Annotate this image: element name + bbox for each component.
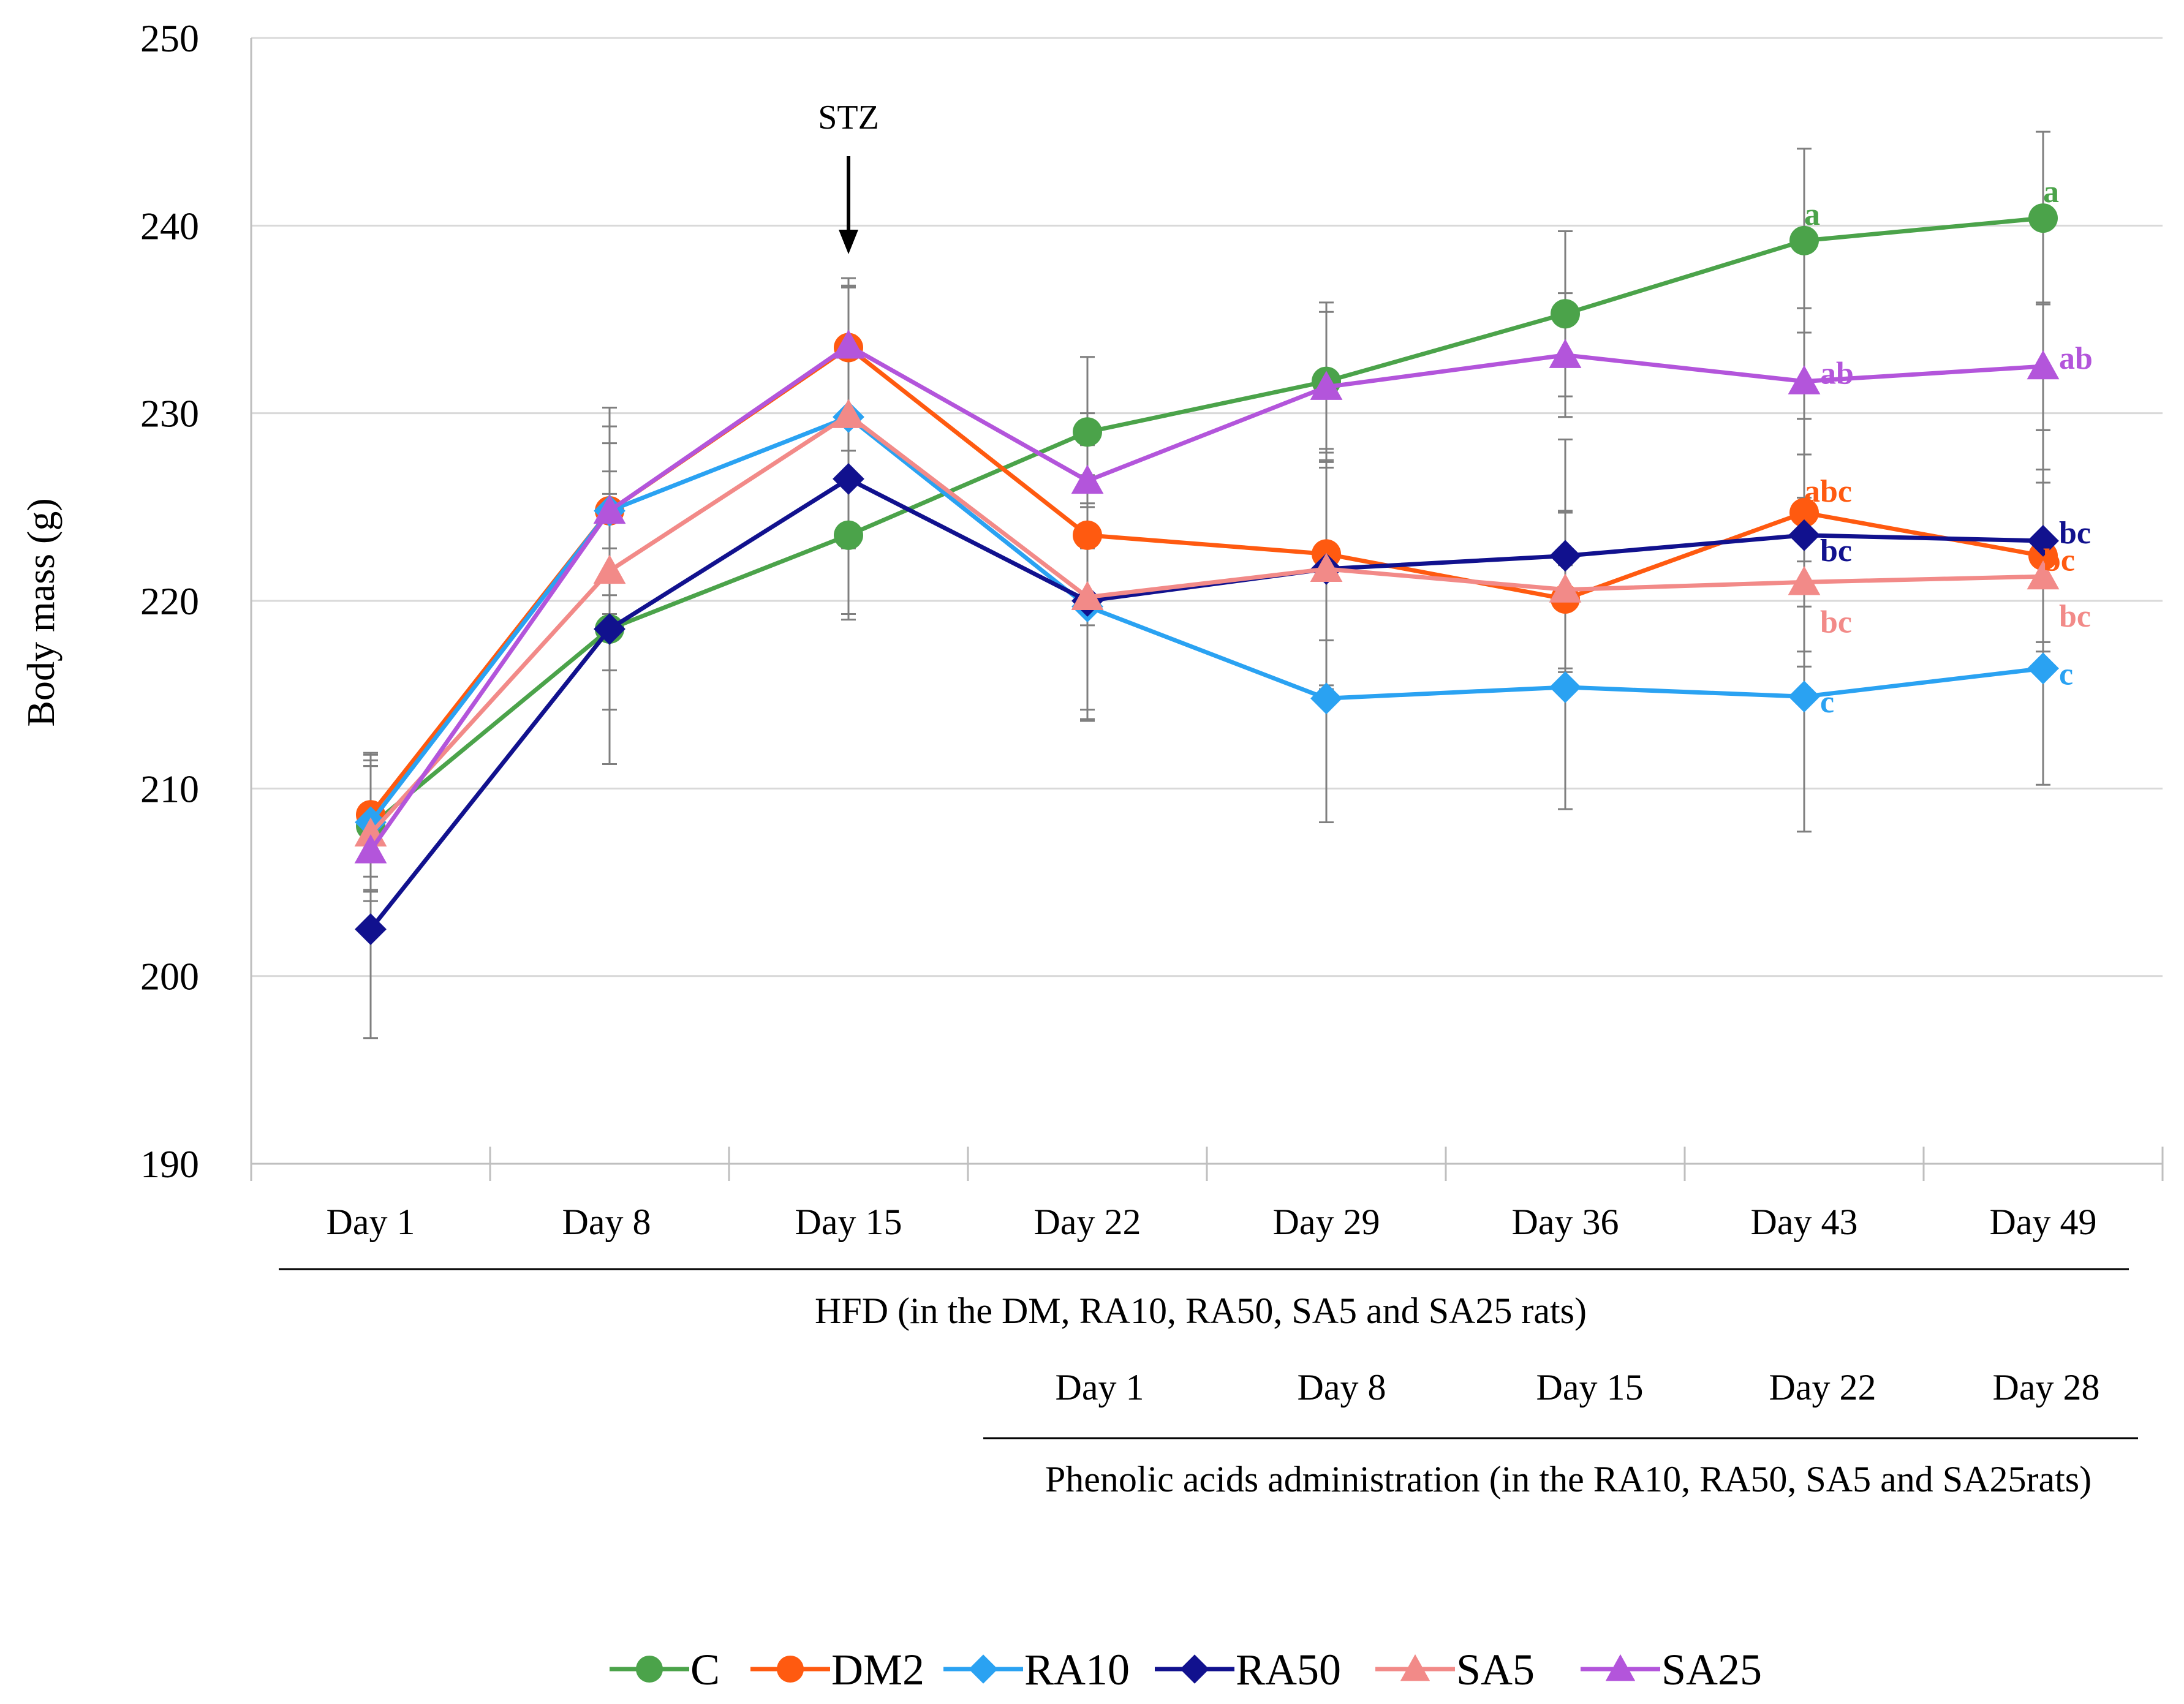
data-point-ra10: [1788, 680, 1820, 713]
data-point-sa25: [354, 834, 387, 864]
y-tick-label: 220: [140, 579, 199, 623]
y-tick-label: 250: [140, 17, 199, 60]
legend-label-sa25: SA25: [1661, 1645, 1762, 1694]
phenolic-day-label: Day 1: [1056, 1367, 1144, 1408]
data-point-c: [834, 520, 863, 550]
data-point-sa5: [1788, 565, 1821, 595]
phenolic-day-label: Day 15: [1536, 1367, 1644, 1408]
legend-label-c: C: [690, 1645, 720, 1694]
significance-label-ra50: bc: [1820, 533, 1852, 568]
significance-label-ra50: bc: [2059, 516, 2091, 551]
stz-arrow-head: [839, 230, 858, 254]
hfd-group-label: HFD (in the DM, RA10, RA50, SA5 and SA25…: [815, 1291, 1587, 1331]
data-point-dm2: [1073, 520, 1102, 550]
legend-label-dm2: DM2: [831, 1645, 924, 1694]
data-point-c: [2028, 203, 2058, 233]
series-line-sa5: [369, 413, 2044, 835]
data-point-ra50: [1549, 540, 1581, 572]
x-tick-label: Day 8: [562, 1202, 651, 1242]
data-point-ra50: [833, 462, 864, 495]
data-point-ra50: [1788, 519, 1820, 551]
phenolic-day-label: Day 28: [1993, 1367, 2100, 1408]
data-point-sa25: [1071, 464, 1104, 494]
legend-marker-dm2: [777, 1656, 804, 1683]
data-series: [354, 203, 2060, 946]
series-line-sa25: [369, 343, 2044, 852]
data-point-c: [1073, 417, 1102, 447]
phenolic-day-label: Day 22: [1769, 1367, 1876, 1408]
legend-marker-sa5: [1400, 1654, 1430, 1681]
legend-marker-ra50: [1180, 1654, 1209, 1684]
significance-label-ra10: c: [1820, 685, 1834, 720]
phenolic-group-label: Phenolic acids administration (in the RA…: [1045, 1459, 2091, 1499]
x-tick-label: Day 49: [1990, 1202, 2097, 1242]
x-tick-label: Day 29: [1273, 1202, 1380, 1242]
y-tick-label: 210: [140, 767, 199, 810]
data-point-sa5: [1310, 552, 1343, 582]
axes: [250, 38, 2164, 1439]
data-point-sa5: [1549, 573, 1582, 603]
y-tick-label: 240: [140, 204, 199, 247]
data-point-sa25: [1310, 371, 1343, 400]
y-tick-label: 200: [140, 955, 199, 998]
series-line-c: [369, 216, 2044, 828]
legend-marker-sa25: [1605, 1654, 1636, 1681]
legend-label-ra10: RA10: [1024, 1645, 1130, 1694]
significance-label-dm2: bc: [2043, 543, 2075, 578]
data-point-sa5: [1071, 581, 1104, 610]
legend: C DM2 RA10 RA50 SA5 SA25: [610, 1645, 1762, 1694]
significance-label-sa25: ab: [1820, 356, 1854, 391]
series-line-ra10: [369, 415, 2044, 824]
data-point-sa25: [1549, 339, 1582, 368]
significance-label-c: a: [1804, 197, 1820, 232]
legend-label-sa5: SA5: [1456, 1645, 1535, 1694]
data-point-c: [1789, 225, 1819, 255]
significance-label-sa5: bc: [1820, 605, 1852, 639]
data-point-ra50: [594, 613, 625, 645]
stz-annotation-label: STZ: [818, 99, 879, 137]
x-tick-label: Day 15: [795, 1202, 902, 1242]
data-point-ra10: [1549, 671, 1581, 703]
phenolic-day-label: Day 8: [1298, 1367, 1386, 1408]
data-point-sa5: [593, 554, 626, 584]
data-point-dm2: [1789, 498, 1819, 528]
data-point-c: [1551, 299, 1580, 329]
x-tick-label: Day 43: [1751, 1202, 1858, 1242]
y-tick-label: 230: [140, 392, 199, 435]
significance-label-sa25: ab: [2059, 341, 2093, 376]
data-point-ra50: [2027, 525, 2059, 557]
data-point-sa25: [832, 329, 865, 359]
gridlines: [251, 37, 2163, 978]
data-point-sa25: [593, 494, 626, 524]
legend-label-ra50: RA50: [1236, 1645, 1341, 1694]
x-tick-label: Day 1: [327, 1202, 415, 1242]
data-point-ra10: [1310, 682, 1342, 715]
y-tick-label: 190: [140, 1142, 199, 1186]
x-tick-label: Day 22: [1034, 1202, 1141, 1242]
legend-marker-ra10: [969, 1654, 998, 1684]
significance-label-c: a: [2043, 175, 2059, 209]
data-point-sa5: [2027, 560, 2060, 590]
data-point-ra50: [355, 913, 387, 946]
significance-label-ra10: c: [2059, 657, 2073, 692]
significance-label-dm2: abc: [1804, 474, 1852, 509]
x-tick-label: Day 36: [1512, 1202, 1619, 1242]
significance-label-sa5: bc: [2059, 599, 2091, 634]
data-point-sa25: [1788, 365, 1821, 394]
y-axis-title: Body mass (g): [19, 498, 62, 726]
data-point-sa25: [2027, 350, 2060, 380]
legend-marker-c: [636, 1656, 663, 1683]
data-point-sa5: [832, 399, 865, 428]
data-point-ra10: [2027, 652, 2059, 685]
axis-labels: 190 200 210 220 230 240 250 Body mass (g) Day 1 D…: [19, 17, 2099, 1499]
